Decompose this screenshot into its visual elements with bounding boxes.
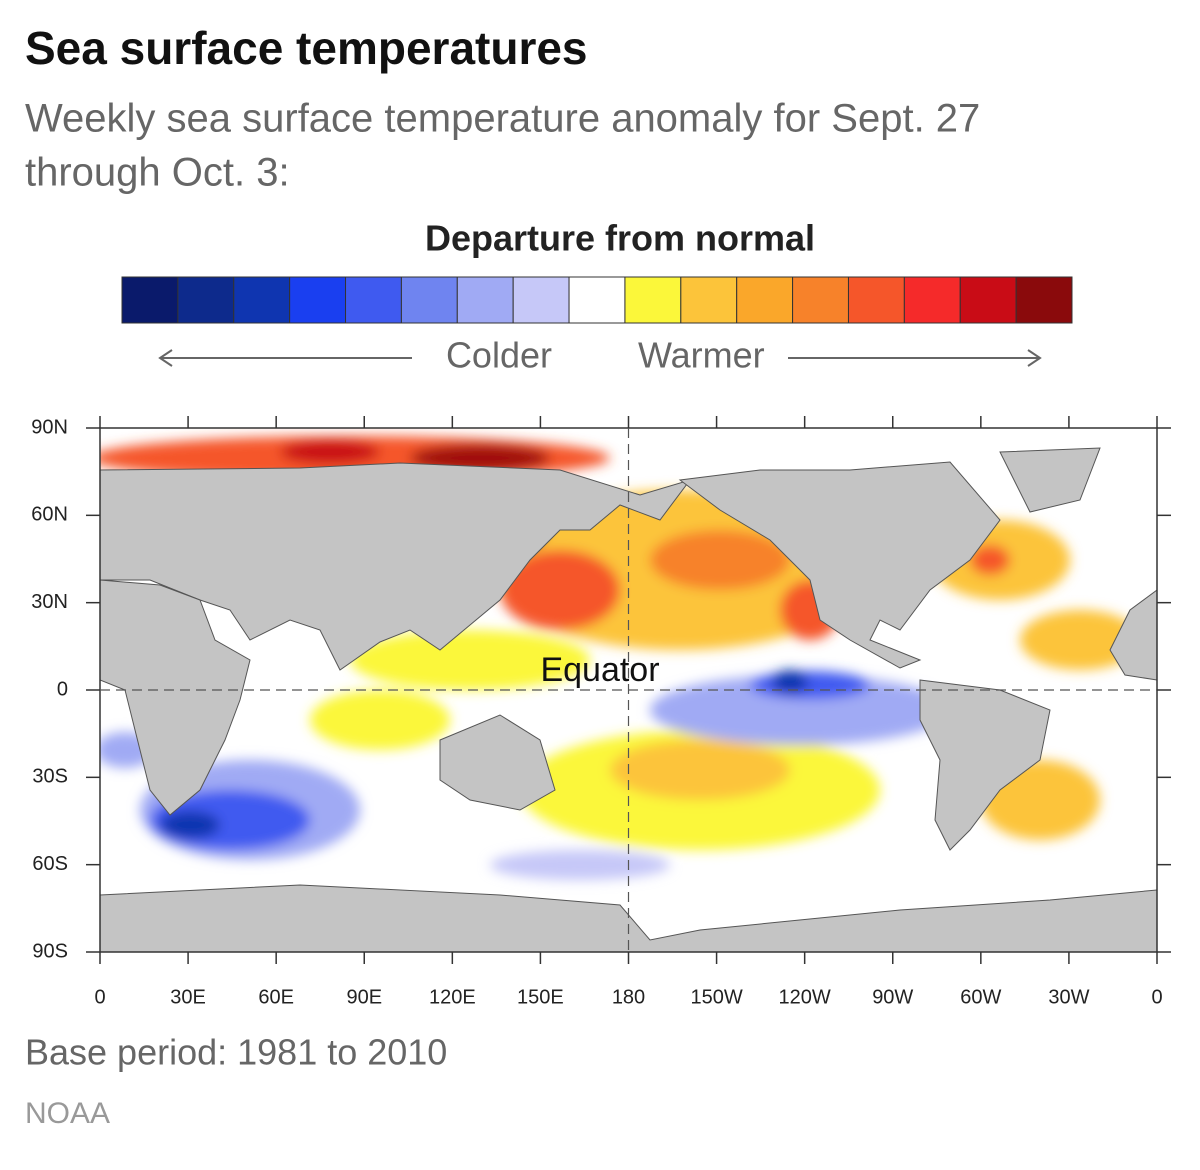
title: Sea surface temperatures <box>25 22 588 74</box>
x-tick-label: 30W <box>1048 986 1089 1008</box>
map <box>100 436 1157 952</box>
colorbar <box>121 276 1073 324</box>
colorbar-swatch <box>792 276 849 324</box>
x-tick-label: 120E <box>429 986 476 1008</box>
colorbar-swatch <box>624 276 682 324</box>
axes: 0 30E 60E 90E 120E 150E 180 150W 120W 90W 60W 30W 0 9… <box>31 416 1171 1008</box>
y-tick-label: 30S <box>32 766 68 788</box>
subtitle: through Oct. 3: <box>25 151 290 195</box>
colorbar-swatch <box>1015 276 1073 324</box>
x-tick-label: 0 <box>94 986 105 1008</box>
x-tick-label: 60W <box>960 986 1001 1008</box>
australia <box>439 714 556 811</box>
colorbar-swatch <box>959 276 1017 324</box>
colorbar-swatch <box>512 276 570 324</box>
colorbar-swatch <box>847 276 905 324</box>
x-tick-label: 60E <box>258 986 294 1008</box>
y-tick-label: 60N <box>31 504 68 526</box>
x-tick-label: 90E <box>346 986 382 1008</box>
subtitle: Weekly sea surface temperature anomaly f… <box>25 97 980 141</box>
x-tick-label: 150E <box>517 986 564 1008</box>
colorbar-swatch <box>400 276 458 324</box>
south-america <box>919 679 1051 851</box>
source: NOAA <box>25 1097 110 1130</box>
legend-title: Departure from normal <box>425 218 815 259</box>
africa-west <box>1109 589 1157 681</box>
colorbar-swatch <box>233 276 291 324</box>
x-tick-label: 0 <box>1151 986 1162 1008</box>
legend-label: Colder <box>446 335 552 376</box>
y-tick-label: 0 <box>57 678 68 700</box>
y-tick-label: 60S <box>32 853 68 875</box>
x-tick-label: 30E <box>170 986 206 1008</box>
y-tick-label: 90N <box>31 416 68 438</box>
colorbar-swatch <box>568 276 626 324</box>
colorbar-swatch <box>289 276 347 324</box>
colorbar-swatch <box>456 276 514 324</box>
eurasia <box>100 462 692 671</box>
x-tick-label: 90W <box>872 986 913 1008</box>
x-tick-label: 150W <box>690 986 742 1008</box>
x-tick-label: 180 <box>612 986 645 1008</box>
colorbar-swatch <box>177 276 235 324</box>
colorbar-swatch <box>345 276 402 324</box>
colorbar-swatch <box>121 276 179 324</box>
annotation: Equator <box>540 651 659 689</box>
arrow-head <box>1027 349 1042 367</box>
colorbar-swatch <box>903 276 961 324</box>
x-tick-label: 120W <box>779 986 831 1008</box>
arrow-head <box>158 349 173 367</box>
y-tick-label: 30N <box>31 591 68 613</box>
colorbar-swatch <box>736 276 794 324</box>
y-tick-label: 90S <box>32 940 68 962</box>
africa <box>100 579 251 816</box>
greenland <box>999 447 1101 513</box>
footnote: Base period: 1981 to 2010 <box>25 1032 447 1073</box>
colorbar-swatch <box>680 276 738 324</box>
north-america <box>678 461 1001 669</box>
antarctica <box>100 884 1157 952</box>
legend-label: Warmer <box>638 335 765 376</box>
